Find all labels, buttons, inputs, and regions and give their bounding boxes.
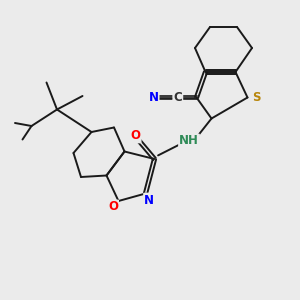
- Text: C: C: [173, 91, 182, 104]
- Text: N: N: [144, 194, 154, 207]
- Text: O: O: [130, 129, 141, 142]
- Text: S: S: [252, 91, 260, 104]
- Text: NH: NH: [179, 134, 199, 148]
- Text: O: O: [108, 200, 118, 214]
- Text: N: N: [148, 91, 159, 104]
